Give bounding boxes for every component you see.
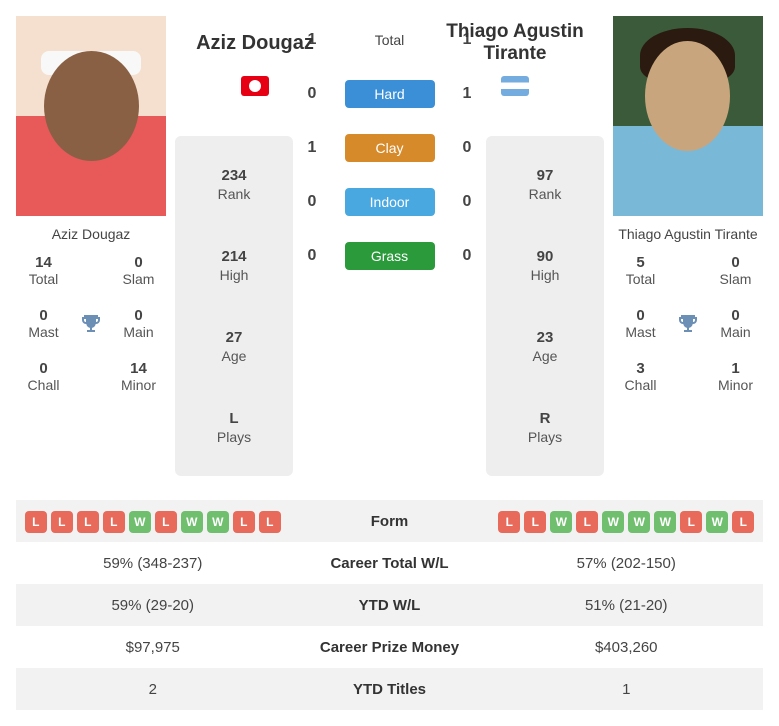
win-badge[interactable]: W xyxy=(207,511,229,533)
p2-grass: 0 xyxy=(457,247,477,265)
career-wl-row: 59% (348-237) Career Total W/L 57% (202-… xyxy=(16,542,763,584)
loss-badge[interactable]: L xyxy=(498,511,520,533)
loss-badge[interactable]: L xyxy=(51,511,73,533)
player2-form: LLWLWWWLWL xyxy=(490,511,764,533)
win-badge[interactable]: W xyxy=(654,511,676,533)
p2-ytd-wl: 51% (21-20) xyxy=(490,597,764,614)
prize-row: $97,975 Career Prize Money $403,260 xyxy=(16,626,763,668)
player2-flag-icon xyxy=(501,76,529,96)
p2-clay: 0 xyxy=(457,139,477,157)
p2-minor-titles: 1Minor xyxy=(708,360,763,393)
win-badge[interactable]: W xyxy=(550,511,572,533)
p1-main-titles: 0Main xyxy=(111,307,166,340)
win-badge[interactable]: W xyxy=(706,511,728,533)
p2-high: 90High xyxy=(486,248,604,283)
player2-header: Thiago Agustin Tirante xyxy=(430,16,600,101)
comparison-rows: LLLLWLWWLL Form LLWLWWWLWL 59% (348-237)… xyxy=(16,500,763,710)
player2-column: Thiago Agustin Tirante 5Total 0Slam 0Mas… xyxy=(613,16,763,476)
ytd-wl-label: YTD W/L xyxy=(290,597,490,614)
career-wl-label: Career Total W/L xyxy=(290,555,490,572)
grass-label[interactable]: Grass xyxy=(345,242,435,270)
p1-mast-titles: 0Mast xyxy=(16,307,71,340)
clay-label[interactable]: Clay xyxy=(345,134,435,162)
loss-badge[interactable]: L xyxy=(77,511,99,533)
player2-name-header[interactable]: Thiago Agustin Tirante xyxy=(430,16,600,70)
p1-plays: LPlays xyxy=(175,410,293,445)
win-badge[interactable]: W xyxy=(181,511,203,533)
hard-label[interactable]: Hard xyxy=(345,80,435,108)
p1-total-titles: 14Total xyxy=(16,254,71,287)
loss-badge[interactable]: L xyxy=(233,511,255,533)
p2-total-titles: 5Total xyxy=(613,254,668,287)
p1-chall-titles: 0Chall xyxy=(16,360,71,393)
p1-minor-titles: 14Minor xyxy=(111,360,166,393)
loss-badge[interactable]: L xyxy=(576,511,598,533)
form-row: LLLLWLWWLL Form LLWLWWWLWL xyxy=(16,500,763,542)
ytd-titles-label: YTD Titles xyxy=(290,681,490,698)
player1-stats-card: 234Rank 214High 27Age LPlays xyxy=(175,136,293,476)
player1-titles: 14Total 0Slam 0Mast 0Main 0Chall 14Minor xyxy=(16,254,166,393)
player1-name-small[interactable]: Aziz Dougaz xyxy=(16,216,166,254)
top-section: Aziz Dougaz 14Total 0Slam 0Mast 0Main 0C… xyxy=(16,16,763,476)
h2h-grass-row: 0 Grass 0 xyxy=(302,242,477,270)
loss-badge[interactable]: L xyxy=(524,511,546,533)
p2-ytd-titles: 1 xyxy=(490,681,764,698)
p2-chall-titles: 3Chall xyxy=(613,360,668,393)
trophy-icon xyxy=(668,307,708,340)
loss-badge[interactable]: L xyxy=(155,511,177,533)
p2-slam-titles: 0Slam xyxy=(708,254,763,287)
comparison-container: Aziz Dougaz 14Total 0Slam 0Mast 0Main 0C… xyxy=(0,0,779,726)
h2h-clay-row: 1 Clay 0 xyxy=(302,134,477,162)
p1-indoor: 0 xyxy=(302,193,322,211)
trophy-icon xyxy=(71,307,111,340)
player1-flag-icon-abs xyxy=(241,76,269,96)
indoor-label[interactable]: Indoor xyxy=(345,188,435,216)
p1-career-wl: 59% (348-237) xyxy=(16,555,290,572)
player2-name-small[interactable]: Thiago Agustin Tirante xyxy=(613,216,763,254)
ytd-titles-row: 2 YTD Titles 1 xyxy=(16,668,763,710)
prize-label: Career Prize Money xyxy=(290,639,490,656)
loss-badge[interactable]: L xyxy=(680,511,702,533)
p2-rank: 97Rank xyxy=(486,167,604,202)
p1-rank: 234Rank xyxy=(175,167,293,202)
p1-clay: 1 xyxy=(302,139,322,157)
player2-titles: 5Total 0Slam 0Mast 0Main 3Chall 1Minor xyxy=(613,254,763,393)
p1-prize: $97,975 xyxy=(16,639,290,656)
p1-slam-titles: 0Slam xyxy=(111,254,166,287)
p2-age: 23Age xyxy=(486,329,604,364)
ytd-wl-row: 59% (29-20) YTD W/L 51% (21-20) xyxy=(16,584,763,626)
win-badge[interactable]: W xyxy=(628,511,650,533)
p1-ytd-titles: 2 xyxy=(16,681,290,698)
player2-photo[interactable] xyxy=(613,16,763,216)
p2-mast-titles: 0Mast xyxy=(613,307,668,340)
loss-badge[interactable]: L xyxy=(25,511,47,533)
player1-header-abs: Aziz Dougaz xyxy=(180,16,330,101)
p2-prize: $403,260 xyxy=(490,639,764,656)
loss-badge[interactable]: L xyxy=(259,511,281,533)
player1-photo[interactable] xyxy=(16,16,166,216)
win-badge[interactable]: W xyxy=(129,511,151,533)
p1-grass: 0 xyxy=(302,247,322,265)
form-label: Form xyxy=(290,513,490,530)
p1-age: 27Age xyxy=(175,329,293,364)
p2-main-titles: 0Main xyxy=(708,307,763,340)
player1-column: Aziz Dougaz 14Total 0Slam 0Mast 0Main 0C… xyxy=(16,16,166,476)
h2h-indoor-row: 0 Indoor 0 xyxy=(302,188,477,216)
p1-ytd-wl: 59% (29-20) xyxy=(16,597,290,614)
total-label: Total xyxy=(345,26,435,54)
loss-badge[interactable]: L xyxy=(103,511,125,533)
p1-high: 214High xyxy=(175,248,293,283)
p2-plays: RPlays xyxy=(486,410,604,445)
player1-name-header-abs[interactable]: Aziz Dougaz xyxy=(180,16,330,70)
player1-form: LLLLWLWWLL xyxy=(16,511,290,533)
p2-career-wl: 57% (202-150) xyxy=(490,555,764,572)
win-badge[interactable]: W xyxy=(602,511,624,533)
p2-indoor: 0 xyxy=(457,193,477,211)
player2-stats-card: 97Rank 90High 23Age RPlays xyxy=(486,136,604,476)
loss-badge[interactable]: L xyxy=(732,511,754,533)
